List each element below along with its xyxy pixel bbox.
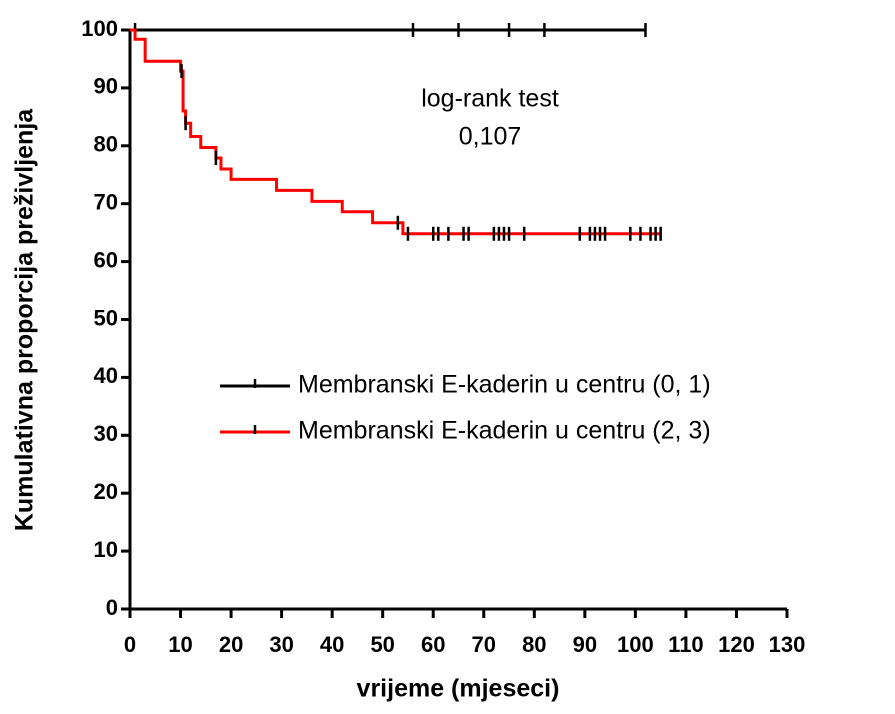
x-tick-label: 40 [320, 632, 344, 657]
y-tick-label: 80 [94, 132, 118, 157]
x-tick-label: 20 [219, 632, 243, 657]
survival-line [130, 28, 661, 236]
x-tick-label: 130 [769, 632, 806, 657]
x-tick-label: 0 [124, 632, 136, 657]
y-tick-label: 0 [106, 595, 118, 620]
x-tick-label: 90 [573, 632, 597, 657]
x-tick-label: 50 [370, 632, 394, 657]
legend-label: Membranski E-kaderin u centru (0, 1) [298, 371, 711, 399]
y-tick-label: 30 [94, 421, 118, 446]
y-tick-label: 70 [94, 190, 118, 215]
x-tick-label: 110 [668, 632, 704, 657]
x-tick-label: 80 [522, 632, 546, 657]
x-tick-label: 100 [617, 632, 654, 657]
y-tick-label: 10 [94, 537, 118, 562]
y-tick-label: 90 [94, 74, 118, 99]
x-tick-label: 30 [269, 632, 293, 657]
annotation: 0,107 [459, 123, 522, 151]
y-tick-label: 50 [94, 305, 118, 330]
x-tick-label: 60 [421, 632, 445, 657]
y-tick-label: 20 [94, 479, 118, 504]
y-tick-label: 60 [94, 247, 118, 272]
y-tick-label: 100 [81, 16, 118, 41]
x-tick-label: 120 [718, 632, 755, 657]
legend-label: Membranski E-kaderin u centru (2, 3) [298, 417, 711, 445]
y-axis-title: Kumulativna proporcija preživljenja [11, 108, 39, 531]
x-tick-label: 70 [472, 632, 496, 657]
x-axis-title: vrijeme (mjeseci) [357, 675, 560, 703]
y-tick-label: 40 [94, 363, 118, 388]
annotation: log-rank test [421, 85, 559, 113]
x-tick-label: 10 [168, 632, 192, 657]
